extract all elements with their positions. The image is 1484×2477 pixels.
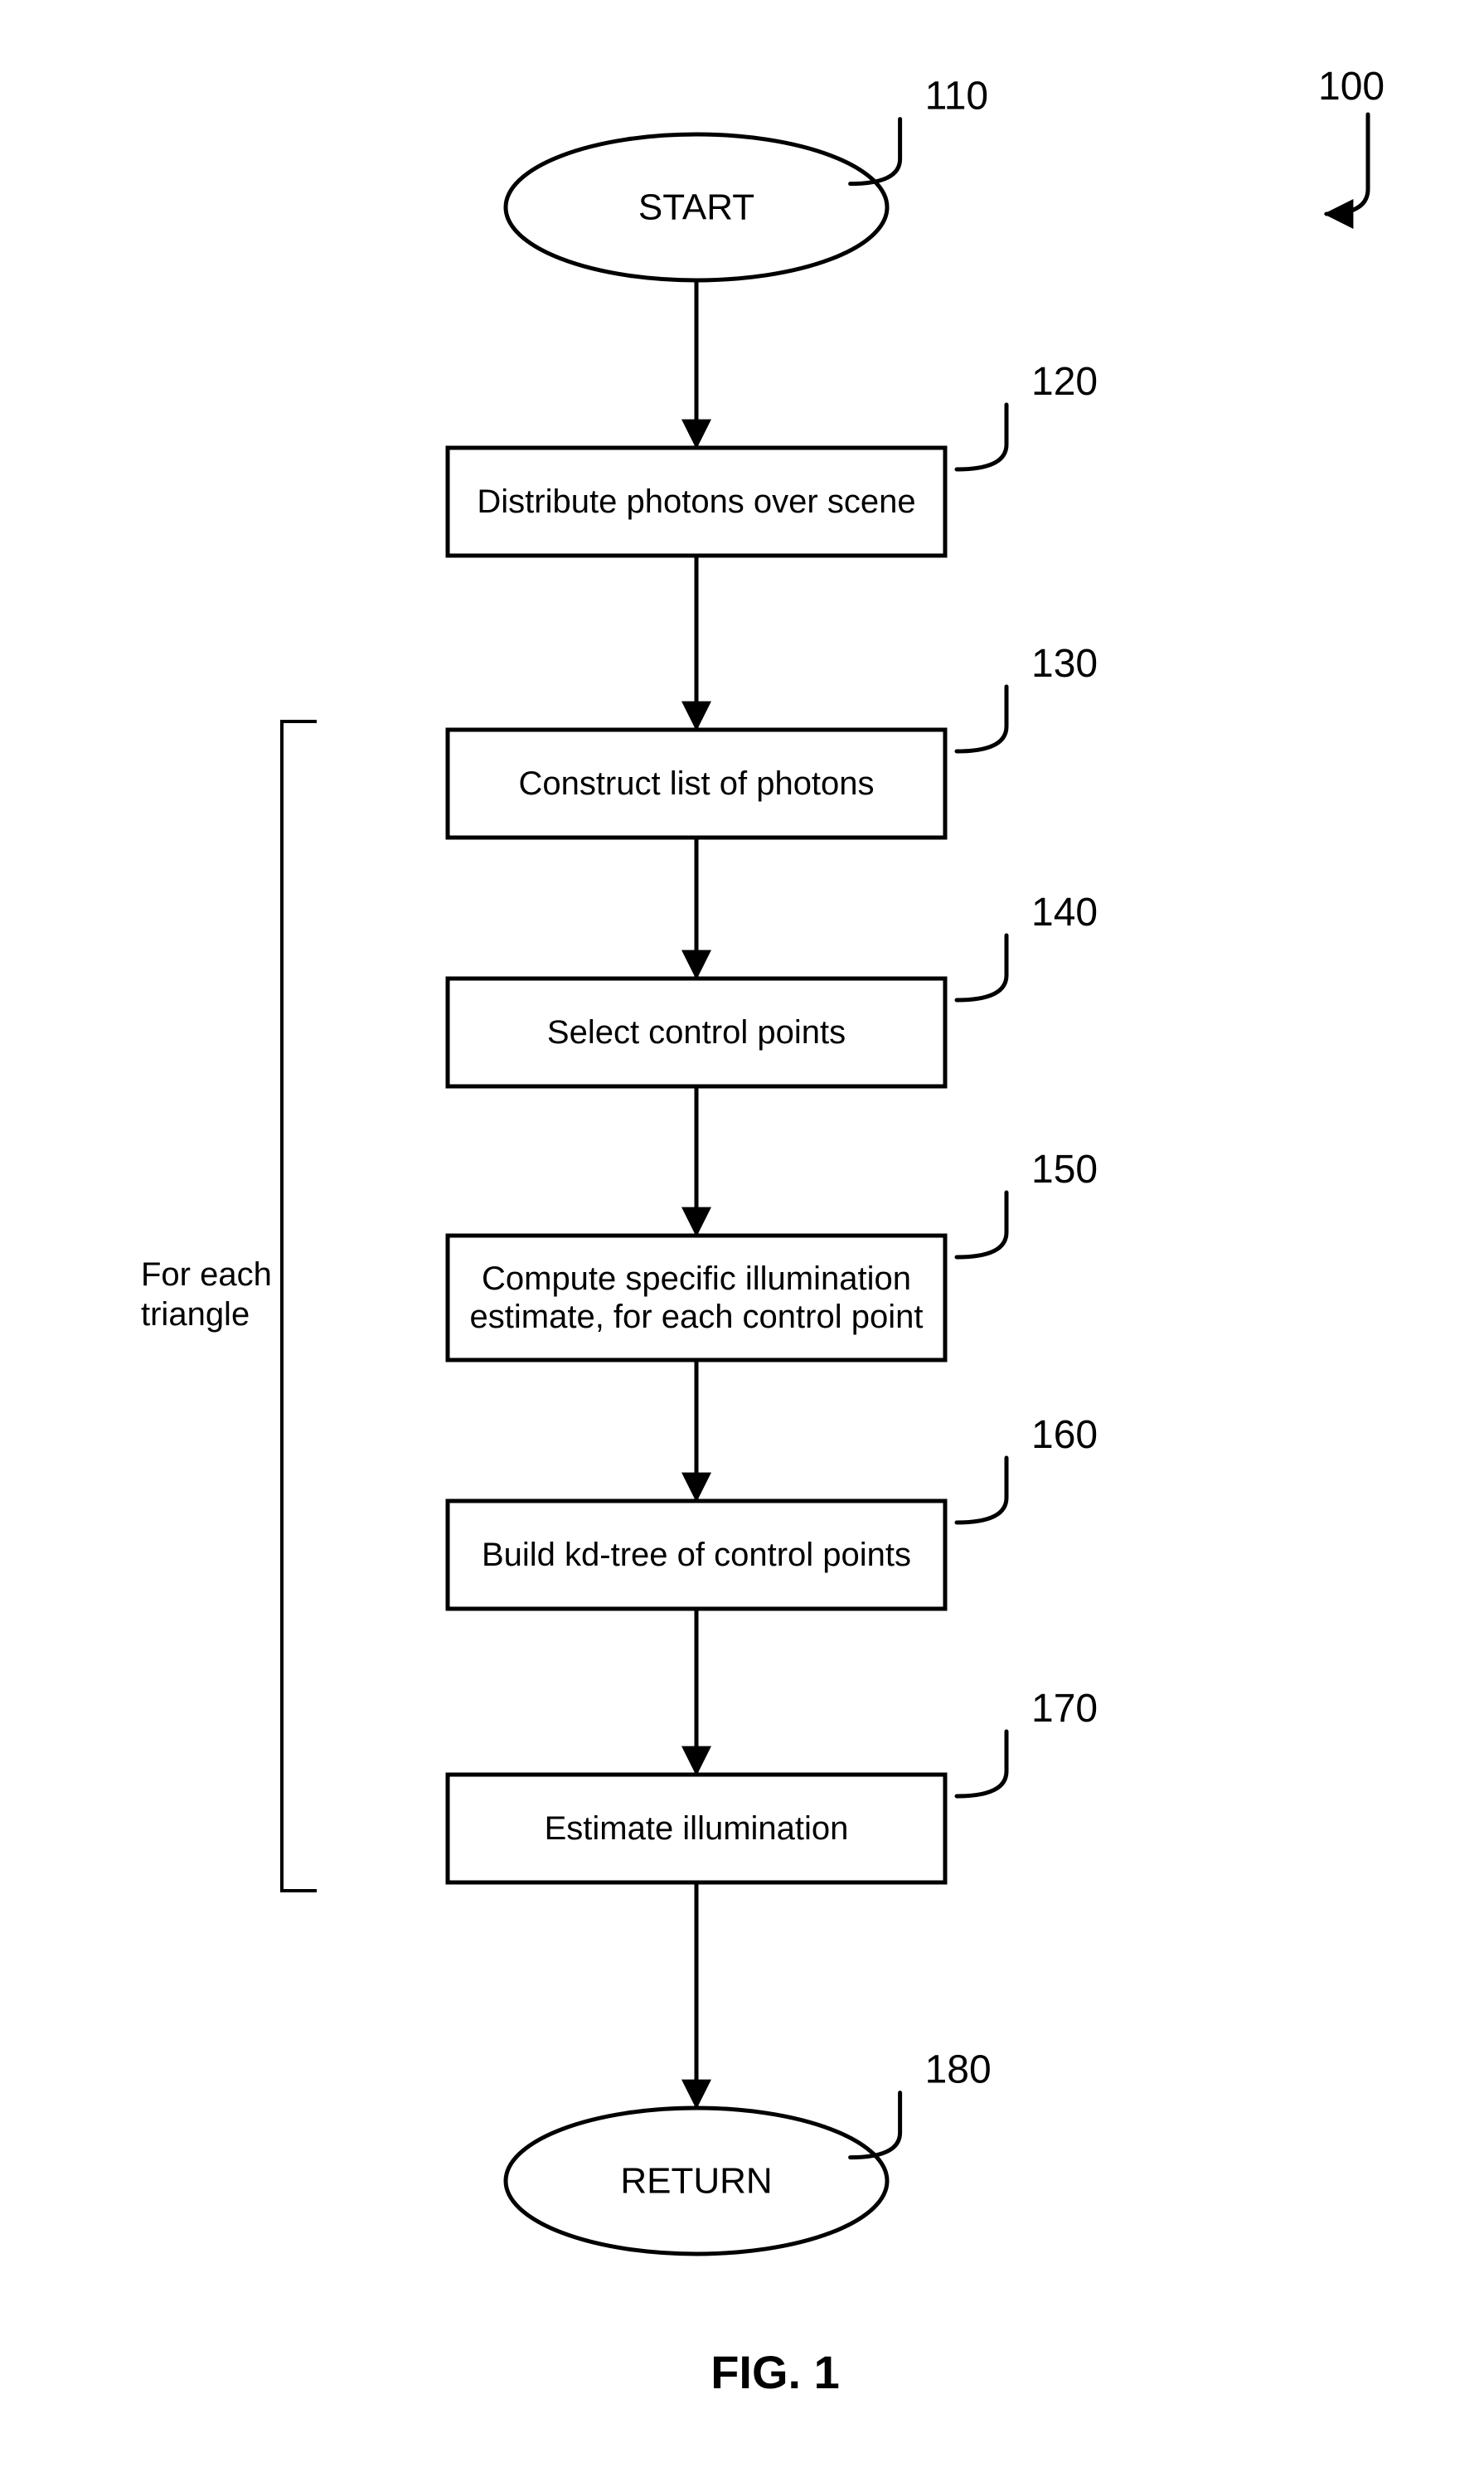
ref-leader [957,687,1006,751]
process-box-text: Compute specific illumination [482,1260,911,1297]
figure-ref: 100 [1318,65,1385,214]
ref-leader [851,119,900,184]
loop-bracket-label: triangle [141,1296,250,1333]
process-box-text: Distribute photons over scene [477,483,915,520]
process-box-ref-140: 140 [1031,891,1098,935]
process-box-ref-170: 170 [1031,1687,1098,1731]
ref-leader [957,405,1006,469]
process-box-130: Construct list of photons 130 [448,642,1098,838]
loop-bracket-label: For each [141,1256,272,1293]
process-box-ref-160: 160 [1031,1413,1098,1457]
process-box-ref-150: 150 [1031,1148,1098,1192]
process-box-text: Construct list of photons [518,765,874,802]
return-label: RETURN [620,2161,772,2202]
return-terminal: RETURN 180 [506,2048,992,2254]
flowchart-figure: START 110 Distribute photons over scene 120… [0,0,1484,2477]
process-box-text: estimate, for each control point [470,1299,924,1335]
process-box-ref-120: 120 [1031,360,1098,404]
ref-leader [957,1458,1006,1523]
start-terminal: START 110 [506,75,988,280]
loop-bracket: For eachtriangle [141,721,315,1891]
figure-ref-number: 100 [1318,65,1385,109]
process-box-150: Compute specific illuminationestimate, f… [448,1148,1098,1360]
process-box-text: Estimate illumination [545,1810,849,1847]
process-box-140: Select control points 140 [448,891,1098,1086]
process-box-160: Build kd-tree of control points 160 [448,1413,1098,1609]
start-ref: 110 [925,75,989,119]
process-box-ref-130: 130 [1031,642,1098,686]
process-box-text: Select control points [547,1014,846,1051]
figure-caption: FIG. 1 [710,2346,840,2398]
ref-leader [851,2093,900,2158]
return-ref: 180 [925,2048,992,2092]
ref-leader [957,935,1006,1000]
ref-leader [957,1192,1006,1257]
start-label: START [638,187,754,228]
process-box-text: Build kd-tree of control points [482,1537,911,1573]
process-box-120: Distribute photons over scene 120 [448,360,1098,556]
ref-leader [957,1731,1006,1796]
process-box-170: Estimate illumination 170 [448,1687,1098,1882]
